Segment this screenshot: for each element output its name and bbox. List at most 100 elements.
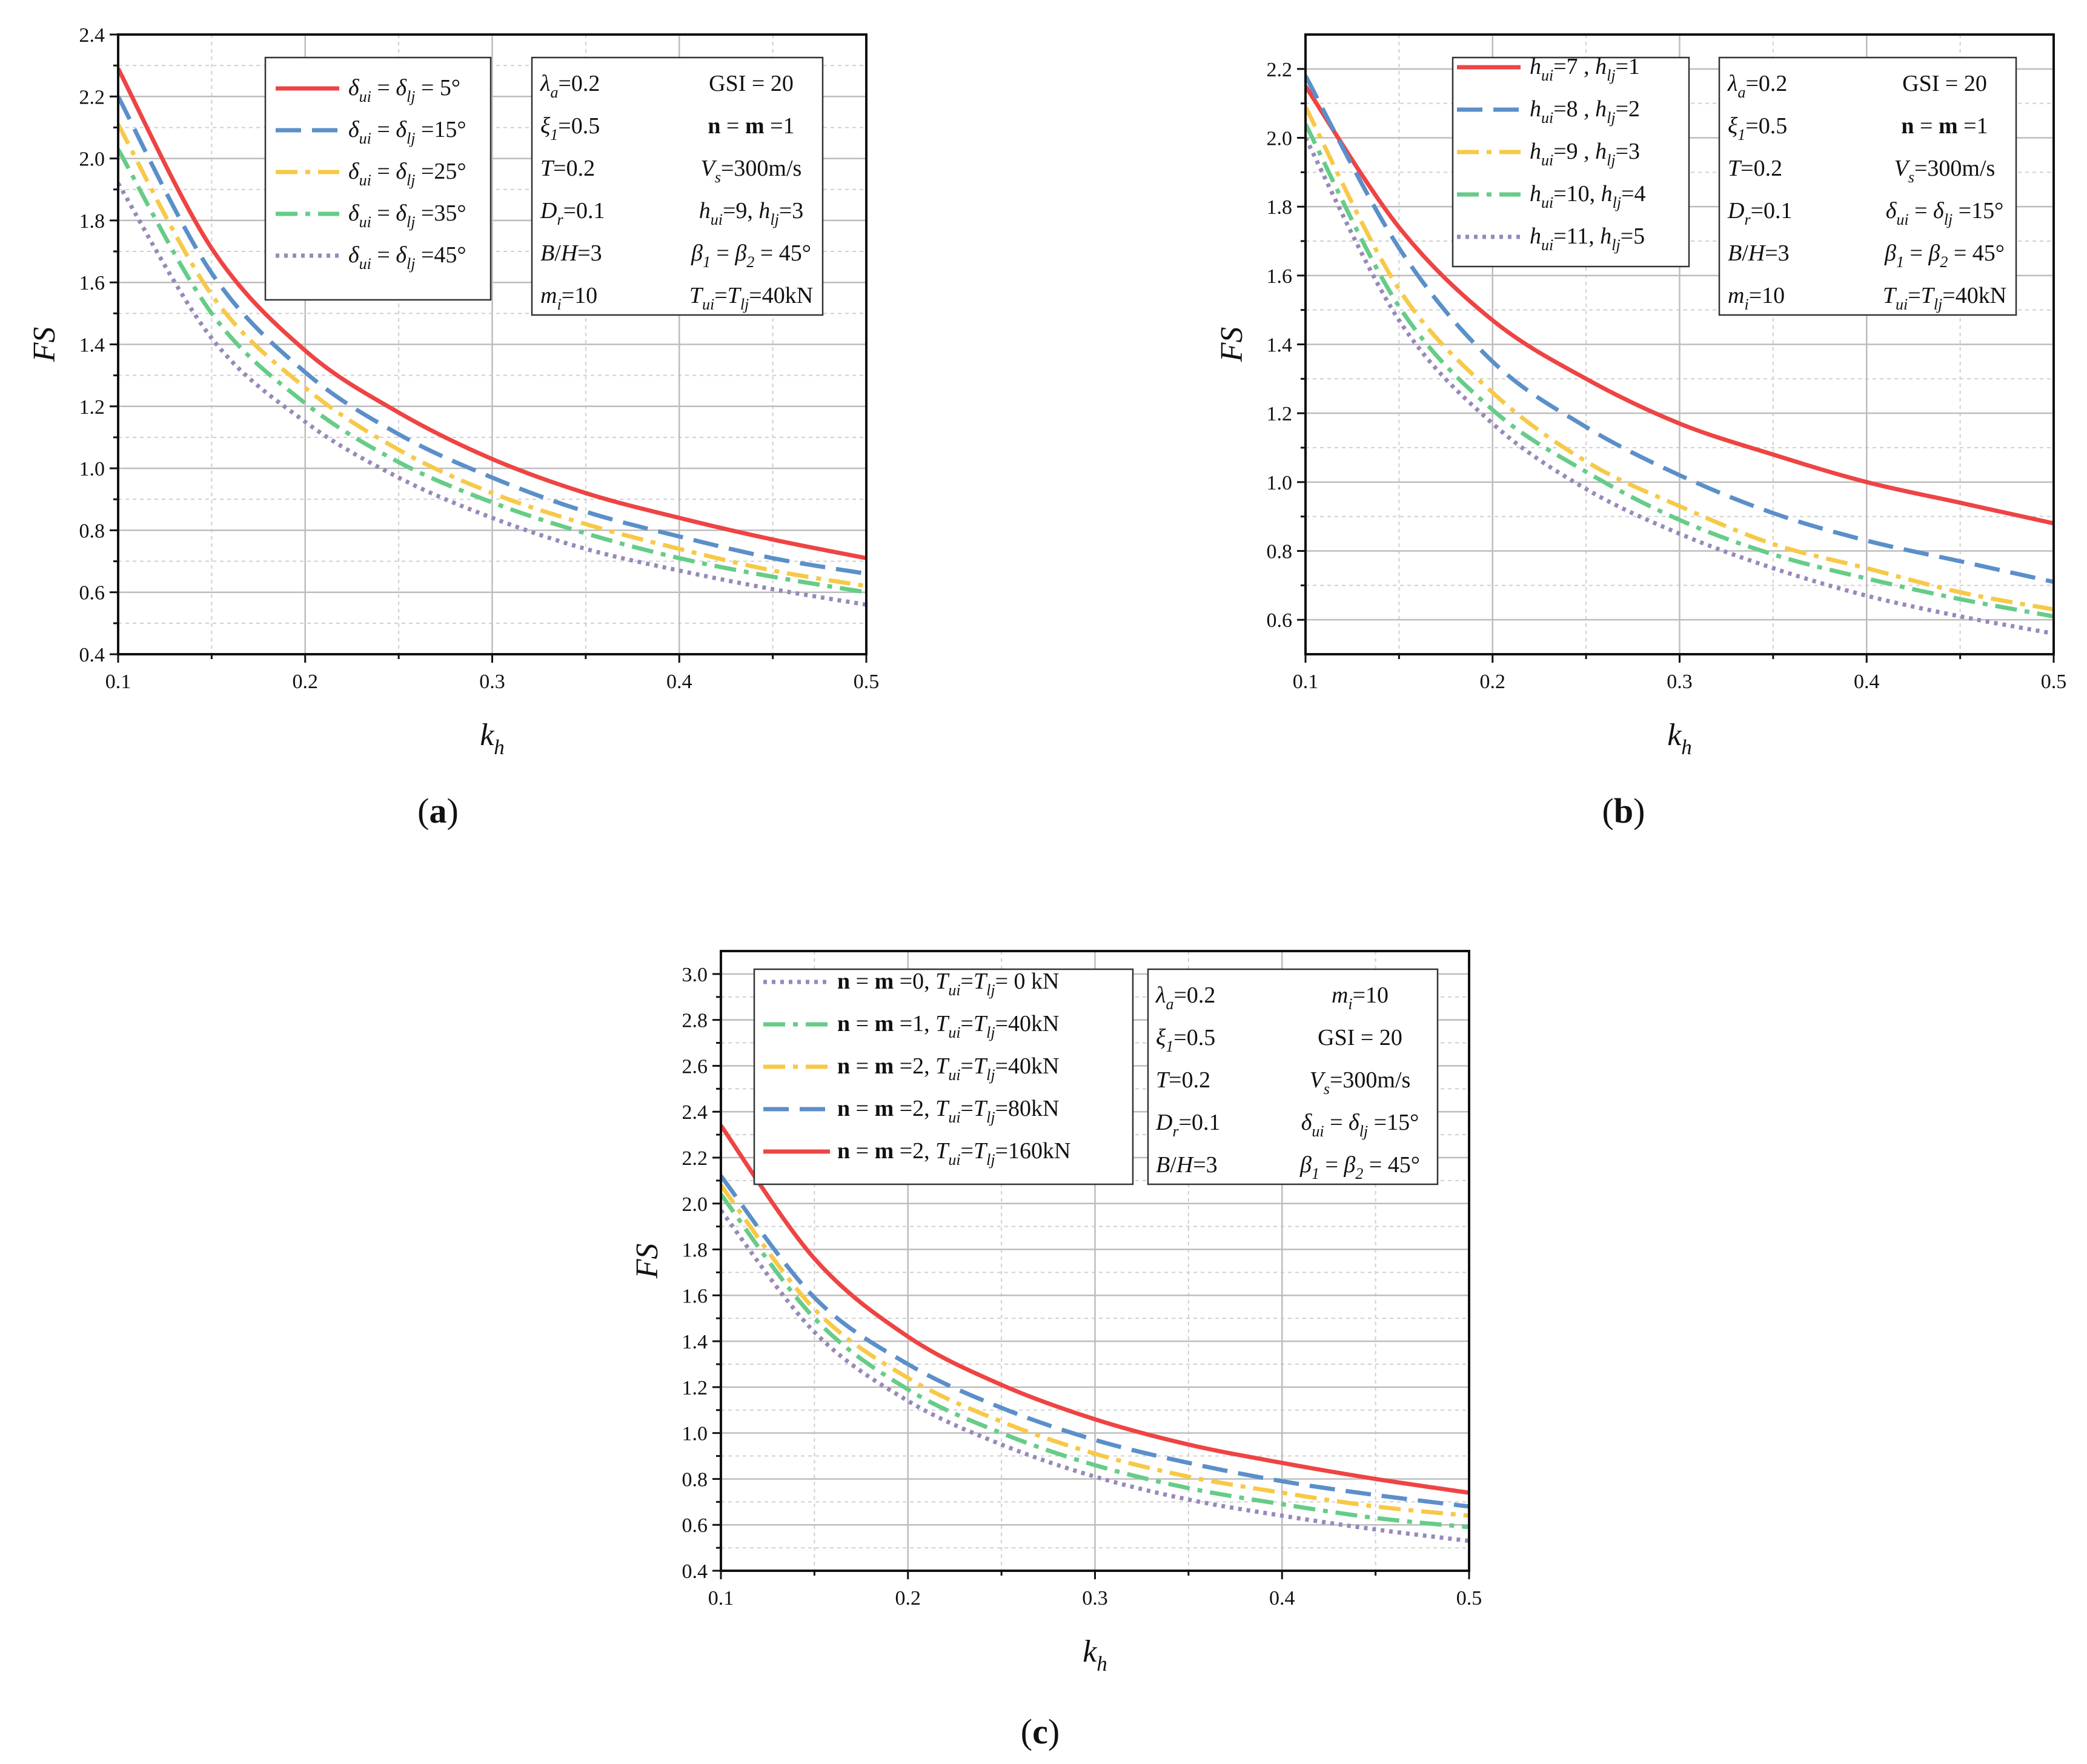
series-line-4	[721, 1175, 1469, 1509]
legend-entry-3: n = m =2, Tui=Tlj=40kN	[837, 1053, 1059, 1084]
x-tick-label: 0.3	[479, 671, 505, 693]
panel-label: (a)	[417, 791, 459, 831]
x-tick-label: 0.5	[1456, 1587, 1482, 1610]
y-tick-label: 1.0	[79, 458, 105, 480]
series-line-5	[1306, 136, 2054, 636]
series-line-3	[118, 123, 866, 588]
ticks: 0.1 0.2 0.3 0.4 0.5 0.4 0.6 0.8 1.0 1.2 1.4 1.6 1.8 2…	[682, 964, 1482, 1610]
parameter-right: n = m =1	[708, 113, 794, 139]
y-tick-label: 1.2	[682, 1377, 708, 1399]
y-axis-label: FS	[27, 327, 62, 363]
parameter-left: Dr=0.1	[1155, 1110, 1221, 1140]
x-tick-label: 0.3	[1082, 1587, 1108, 1610]
x-tick-label: 0.1	[105, 671, 131, 693]
parameter-left: mi=10	[540, 283, 597, 313]
parameter-right: Vs=300m/s	[1894, 156, 1996, 186]
x-tick-label: 0.3	[1667, 671, 1693, 693]
series-line-3	[1306, 105, 2054, 612]
parameter-left: Dr=0.1	[1727, 198, 1793, 228]
legend-box	[1452, 56, 1690, 268]
legend: hui=7 , hlj=1 hui=8 , hlj=2 hui=9 , hlj=3 h…	[1452, 54, 1690, 268]
y-tick-label: 2.2	[682, 1147, 708, 1170]
legend-entry-2: hui=8 , hlj=2	[1530, 96, 1640, 127]
series-line-2	[1306, 75, 2054, 585]
parameter-left: λa=0.2	[540, 71, 600, 101]
x-tick-label: 0.5	[854, 671, 880, 693]
parameter-left: mi=10	[1728, 283, 1785, 313]
panel-label: (c)	[1021, 1712, 1060, 1751]
y-tick-label: 3.0	[682, 964, 708, 986]
legend-entry-5: n = m =2, Tui=Tlj=160kN	[837, 1138, 1070, 1169]
legend-entry-3: hui=9 , hlj=3	[1530, 139, 1640, 169]
legend-entry-1: hui=7 , hlj=1	[1530, 54, 1640, 84]
parameter-left: ξ1=0.5	[1728, 113, 1787, 144]
series-line-1	[1306, 85, 2054, 526]
legend-entry-5: δui = δlj =45°	[348, 242, 466, 273]
x-tick-label: 0.1	[1293, 671, 1319, 693]
parameter-right: Tui=Tlj=40kN	[689, 283, 813, 313]
parameter-left: ξ1=0.5	[1156, 1025, 1215, 1055]
parameter-right: Vs=300m/s	[1310, 1067, 1411, 1098]
legend-entry-4: hui=10, hlj=4	[1530, 181, 1646, 211]
y-tick-label: 1.2	[79, 396, 105, 419]
series-line-2	[118, 95, 866, 576]
parameter-right: Vs=300m/s	[701, 156, 802, 186]
x-axis-label: kh	[1667, 718, 1692, 759]
parameter-left: B/H=3	[1156, 1152, 1218, 1178]
parameter-left: T=0.2	[1156, 1067, 1210, 1093]
series-group	[118, 67, 866, 607]
legend-box	[264, 56, 492, 301]
parameter-right: GSI = 20	[709, 71, 794, 96]
y-axis-label: FS	[630, 1244, 665, 1279]
y-tick-label: 0.4	[79, 644, 105, 666]
parameter-right: β1 = β2 = 45°	[1299, 1152, 1420, 1182]
parameter-box: λa=0.2 GSI = 20 ξ1=0.5 n = m =1 T=0.2 Vs=300m…	[531, 56, 824, 316]
parameter-box-frame	[531, 56, 824, 316]
parameter-box-frame	[1147, 968, 1439, 1185]
legend-entry-1: n = m =0, Tui=Tlj= 0 kN	[837, 969, 1059, 999]
parameter-right: hui=9, hlj=3	[699, 198, 804, 228]
legend: δui = δlj = 5° δui = δlj =15° δui = δlj =2…	[264, 56, 492, 301]
x-axis-label: kh	[480, 718, 505, 759]
parameter-left: λa=0.2	[1727, 71, 1787, 101]
parameter-right: β1 = β2 = 45°	[1884, 240, 2005, 271]
parameter-box-frame	[1718, 56, 2017, 316]
y-tick-label: 1.0	[682, 1423, 708, 1445]
parameter-left: B/H=3	[1728, 240, 1790, 266]
chart-panel-a: 0.1 0.2 0.3 0.4 0.5 0.4 0.6 0.8 1.0 1.2 1.4 1.6 1.8 2…	[27, 24, 879, 831]
ticks: 0.1 0.2 0.3 0.4 0.5 0.6 0.8 1.0 1.2 1.4 1.6 1.8 2.0 2…	[1267, 59, 2067, 693]
x-tick-label: 0.4	[666, 671, 692, 693]
y-tick-label: 0.8	[682, 1468, 708, 1491]
series-line-1	[721, 1209, 1469, 1544]
parameter-left: Dr=0.1	[540, 198, 605, 228]
chart-panel-c: 0.1 0.2 0.3 0.4 0.5 0.4 0.6 0.8 1.0 1.2 1.4 1.6 1.8 2…	[630, 950, 1482, 1751]
panel-label: (b)	[1602, 791, 1645, 831]
ticks: 0.1 0.2 0.3 0.4 0.5 0.4 0.6 0.8 1.0 1.2 1.4 1.6 1.8 2…	[79, 24, 880, 693]
y-tick-label: 1.8	[79, 210, 105, 233]
parameter-right: Tui=Tlj=40kN	[1883, 283, 2006, 313]
series-line-5	[118, 182, 866, 607]
parameter-right: GSI = 20	[1318, 1025, 1402, 1050]
y-tick-label: 2.4	[79, 24, 105, 47]
parameter-box: λa=0.2 mi=10 ξ1=0.5 GSI = 20 T=0.2 Vs=300m/s D…	[1147, 968, 1439, 1185]
series-line-1	[118, 67, 866, 560]
legend-entry-2: n = m =1, Tui=Tlj=40kN	[837, 1011, 1059, 1041]
parameter-right: GSI = 20	[1902, 71, 1987, 96]
y-tick-label: 1.2	[1267, 403, 1293, 425]
x-tick-label: 0.4	[1854, 671, 1880, 693]
parameter-right: δui = δlj =15°	[1301, 1110, 1419, 1140]
y-tick-label: 0.6	[682, 1514, 708, 1537]
series-line-5	[721, 1124, 1469, 1495]
parameter-right: mi=10	[1332, 983, 1389, 1013]
y-tick-label: 2.0	[79, 148, 105, 171]
y-tick-label: 2.2	[79, 86, 105, 108]
y-tick-label: 1.4	[682, 1331, 708, 1353]
parameter-right: β1 = β2 = 45°	[691, 240, 811, 271]
x-axis-label: kh	[1083, 1634, 1107, 1676]
x-tick-label: 0.4	[1269, 1587, 1295, 1610]
parameter-box: λa=0.2 GSI = 20 ξ1=0.5 n = m =1 T=0.2 Vs=300m…	[1718, 56, 2017, 316]
y-tick-label: 1.4	[1267, 334, 1293, 357]
series-line-4	[118, 148, 866, 595]
parameter-left: B/H=3	[540, 240, 602, 266]
y-tick-label: 0.4	[682, 1560, 708, 1583]
